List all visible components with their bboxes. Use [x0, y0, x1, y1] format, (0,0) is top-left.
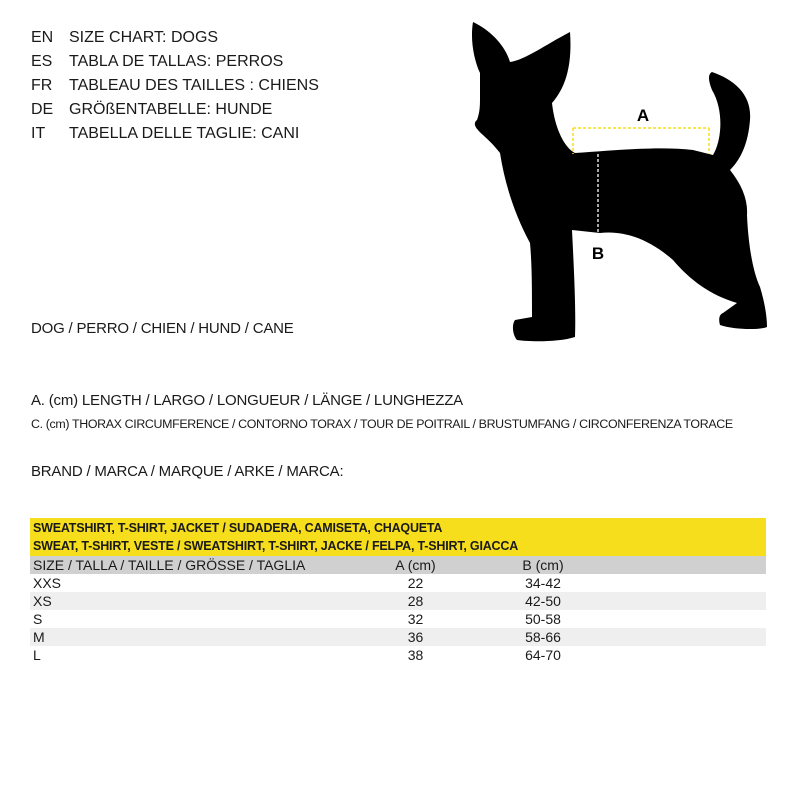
table-title: SWEATSHIRT, T-SHIRT, JACKET / SUDADERA, … — [30, 518, 766, 556]
lang-code: EN — [31, 29, 54, 46]
title-en: SIZE CHART: DOGS — [69, 29, 219, 46]
dog-label: DOG / PERRO / CHIEN / HUND / CANE — [31, 320, 294, 337]
cell-a: 28 — [407, 593, 424, 609]
size-table: SWEATSHIRT, T-SHIRT, JACKET / SUDADERA, … — [30, 518, 766, 664]
table-row: XS 28 42-50 — [30, 592, 766, 610]
cell-size: XS — [33, 593, 52, 609]
table-header: SIZE / TALLA / TAILLE / GRÖSSE / TAGLIA … — [30, 556, 766, 574]
table-row: S 32 50-58 — [30, 610, 766, 628]
lang-code: IT — [31, 125, 46, 142]
cell-a: 38 — [407, 647, 424, 663]
cell-size: L — [33, 647, 41, 663]
lang-code: FR — [31, 77, 53, 94]
label-b: B — [592, 244, 604, 263]
table-title-line-1: SWEATSHIRT, T-SHIRT, JACKET / SUDADERA, … — [33, 521, 443, 535]
table-row: L 38 64-70 — [30, 646, 766, 664]
table-title-line-2: SWEAT, T-SHIRT, VESTE / SWEATSHIRT, T-SH… — [33, 539, 519, 553]
title-it: TABELLA DELLE TAGLIE: CANI — [69, 125, 300, 142]
lang-code: ES — [31, 53, 53, 70]
cell-b: 64-70 — [525, 647, 561, 663]
cell-size: XXS — [33, 575, 62, 591]
cell-b: 50-58 — [525, 611, 561, 627]
label-a: A — [637, 106, 649, 125]
brand-label: BRAND / MARCA / MARQUE / ARKE / MARCA: — [31, 463, 344, 480]
legend-a: A. (cm) LENGTH / LARGO / LONGUEUR / LÄNG… — [31, 392, 463, 409]
cell-size: S — [33, 611, 43, 627]
cell-b: 42-50 — [525, 593, 561, 609]
table-row: XXS 22 34-42 — [30, 574, 766, 592]
table-row: M 36 58-66 — [30, 628, 766, 646]
dog-silhouette-diagram: A B — [471, 22, 767, 342]
header-b: B (cm) — [522, 557, 564, 573]
legend-c: C. (cm) THORAX CIRCUMFERENCE / CONTORNO … — [31, 417, 733, 431]
header-size: SIZE / TALLA / TAILLE / GRÖSSE / TAGLIA — [33, 557, 306, 573]
cell-a: 36 — [407, 629, 424, 645]
cell-b: 34-42 — [525, 575, 561, 591]
cell-size: M — [33, 629, 45, 645]
dog-silhouette — [471, 22, 767, 342]
title-de: GRÖßENTABELLE: HUNDE — [69, 101, 273, 118]
title-es: TABLA DE TALLAS: PERROS — [69, 53, 284, 70]
cell-a: 32 — [407, 611, 424, 627]
lang-code: DE — [31, 101, 54, 118]
title-fr: TABLEAU DES TAILLES : CHIENS — [69, 77, 319, 94]
measure-a-line — [572, 127, 710, 154]
cell-a: 22 — [407, 575, 424, 591]
cell-b: 58-66 — [525, 629, 561, 645]
header-a: A (cm) — [395, 557, 436, 573]
